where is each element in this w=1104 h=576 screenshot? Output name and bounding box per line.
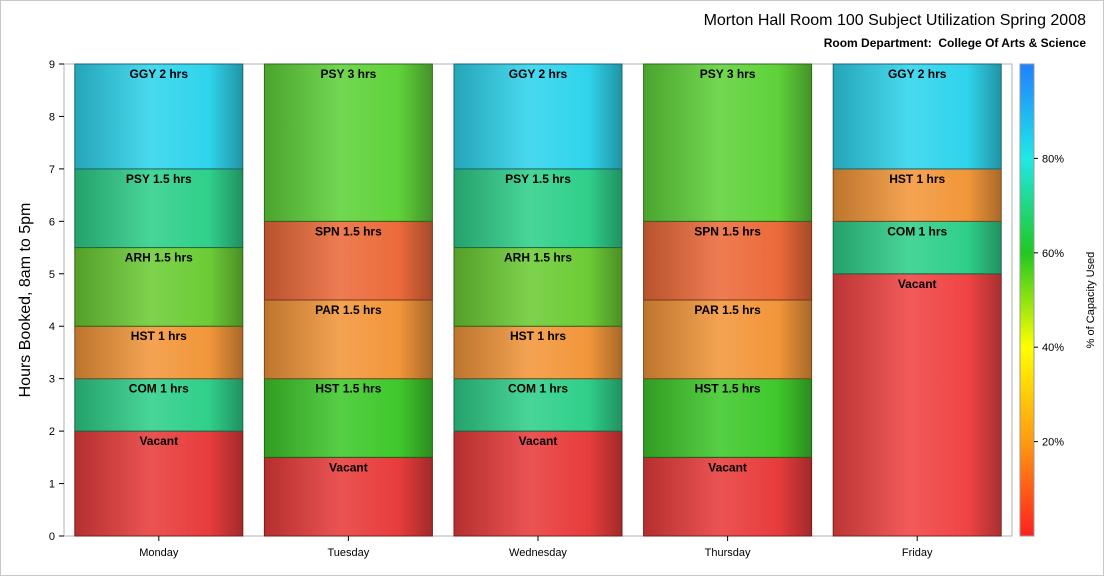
segment-label: HST 1 hrs	[131, 329, 187, 343]
colorbar-tick-label: 40%	[1042, 342, 1064, 354]
segment-label: PSY 1.5 hrs	[126, 172, 192, 186]
y-tick-label: 2	[49, 426, 55, 438]
segment-label: PSY 3 hrs	[320, 67, 376, 81]
segment-label: COM 1 hrs	[508, 382, 568, 396]
bar-segment	[74, 247, 244, 327]
bar-segment	[832, 220, 1002, 275]
segment-label: Vacant	[519, 434, 558, 448]
segment-label: SPN 1.5 hrs	[694, 224, 761, 238]
segment-label: SPN 1.5 hrs	[315, 224, 382, 238]
colorbar-label: % of Capacity Used	[1085, 252, 1097, 349]
segment-label: HST 1 hrs	[510, 329, 566, 343]
bar-segment	[74, 430, 244, 537]
segment-label: PSY 3 hrs	[700, 67, 756, 81]
bar-segment	[74, 378, 244, 432]
colorbar-tick-label: 20%	[1042, 437, 1064, 449]
y-tick-label: 7	[49, 164, 55, 176]
y-tick-label: 3	[49, 374, 55, 386]
colorbar	[1019, 63, 1035, 537]
x-tick-label: Thursday	[705, 547, 751, 559]
bar-segment	[74, 63, 244, 170]
bar-segment	[263, 63, 433, 222]
segment-label: Vacant	[708, 460, 747, 474]
bar-segment	[453, 168, 623, 249]
y-tick-label: 5	[49, 269, 55, 281]
segment-label: GGY 2 hrs	[888, 67, 947, 81]
bar-segment	[74, 168, 244, 249]
bar-segment	[74, 325, 244, 380]
segment-label: HST 1.5 hrs	[695, 382, 761, 396]
bar-segment	[643, 456, 813, 537]
y-tick-label: 6	[49, 216, 55, 228]
bar-segment	[263, 220, 433, 301]
bar-segment	[643, 63, 813, 222]
segment-label: HST 1.5 hrs	[315, 382, 381, 396]
bar-segment	[263, 456, 433, 537]
y-tick-label: 0	[49, 531, 55, 543]
segment-label: HST 1 hrs	[889, 172, 945, 186]
x-tick-label: Monday	[139, 547, 179, 559]
bar-segment	[453, 63, 623, 170]
bar-segment	[643, 378, 813, 458]
colorbar-tick-label: 80%	[1042, 153, 1064, 165]
bar-segment	[643, 220, 813, 301]
segment-label: Vacant	[329, 460, 368, 474]
y-tick-label: 4	[49, 321, 55, 333]
segment-label: Vacant	[139, 434, 178, 448]
segment-label: GGY 2 hrs	[130, 67, 189, 81]
segment-label: ARH 1.5 hrs	[504, 251, 572, 265]
segment-label: ARH 1.5 hrs	[125, 251, 193, 265]
bar-segment	[832, 273, 1002, 537]
bar-segment	[453, 378, 623, 432]
segment-label: PAR 1.5 hrs	[694, 303, 761, 317]
segment-label: PAR 1.5 hrs	[315, 303, 382, 317]
bar-segment	[453, 430, 623, 537]
bar-segment	[263, 299, 433, 380]
x-tick-label: Wednesday	[509, 547, 567, 559]
bar-segment	[453, 247, 623, 327]
bar-segment	[832, 63, 1002, 170]
segment-label: PSY 1.5 hrs	[505, 172, 571, 186]
y-axis-label: Hours Booked, 8am to 5pm	[17, 203, 34, 398]
y-tick-label: 8	[49, 111, 55, 123]
chart-title: Morton Hall Room 100 Subject Utilization…	[703, 12, 1086, 29]
bar-segment	[263, 378, 433, 458]
x-tick-label: Friday	[902, 547, 933, 559]
colorbar-tick-label: 60%	[1042, 248, 1064, 260]
segment-label: GGY 2 hrs	[509, 67, 568, 81]
segment-label: COM 1 hrs	[129, 382, 189, 396]
segment-label: Vacant	[898, 277, 937, 291]
segment-label: COM 1 hrs	[887, 224, 947, 238]
x-tick-label: Tuesday	[328, 547, 370, 559]
y-tick-label: 9	[49, 59, 55, 71]
chart-subtitle: Room Department: College Of Arts & Scien…	[823, 36, 1086, 50]
y-tick-label: 1	[49, 479, 55, 491]
